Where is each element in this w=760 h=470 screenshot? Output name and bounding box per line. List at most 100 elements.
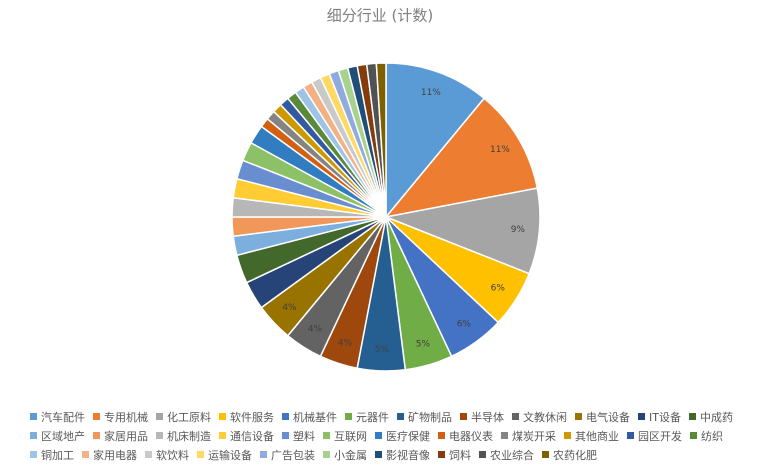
legend-label: 广告包装 [271, 448, 315, 462]
legend-label: 影视音像 [386, 448, 430, 462]
pie-slice [384, 97, 539, 219]
legend-swatch [575, 413, 582, 420]
legend-item: 其他商业 [564, 427, 619, 444]
legend-swatch [542, 451, 549, 458]
legend-item: 互联网 [323, 427, 367, 444]
legend-swatch [438, 432, 445, 439]
legend-item: 区域地产 [30, 427, 85, 444]
legend-swatch [375, 451, 382, 458]
legend-swatch [638, 413, 645, 420]
data-label: 6% [491, 283, 506, 293]
legend-item: 运输设备 [197, 446, 252, 463]
legend-label: IT设备 [649, 410, 681, 424]
legend-label: 医疗保健 [386, 429, 430, 443]
legend-label: 农业综合 [490, 448, 534, 462]
legend-label: 文教休闲 [523, 410, 567, 424]
legend-label: 元器件 [356, 410, 389, 424]
legend-item: 农药化肥 [542, 446, 597, 463]
legend-label: 通信设备 [230, 429, 274, 443]
legend-label: 汽车配件 [41, 410, 85, 424]
legend-label: 机械基件 [293, 410, 337, 424]
legend-swatch [690, 432, 697, 439]
legend-label: 铜加工 [41, 448, 74, 462]
legend-item: 医疗保健 [375, 427, 430, 444]
legend-item: 纺织 [690, 427, 723, 444]
legend-item: 矿物制品 [397, 408, 452, 425]
legend-item: 半导体 [460, 408, 504, 425]
legend-item: 广告包装 [260, 446, 315, 463]
legend-swatch [479, 451, 486, 458]
data-label: 6% [457, 320, 472, 330]
legend-item: 煤炭开采 [501, 427, 556, 444]
legend-item: 化工原料 [156, 408, 211, 425]
legend-swatch [397, 413, 404, 420]
data-label: 4% [308, 324, 323, 334]
legend-swatch [688, 413, 696, 420]
legend-label: 塑料 [293, 429, 315, 443]
legend: 汽车配件 专用机械 化工原料 软件服务 机械基件 元器件 矿物制品 半导体 文教休闲 电气设备 IT… [30, 408, 740, 463]
legend-label: 煤炭开采 [512, 429, 556, 443]
legend-label: 运输设备 [208, 448, 252, 462]
legend-label: 其他商业 [575, 429, 619, 443]
legend-item: 机床制造 [156, 427, 211, 444]
legend-swatch [460, 413, 467, 420]
legend-item: 中成药 [688, 408, 733, 425]
legend-swatch [501, 432, 508, 439]
chart-title: 细分行业 (计数) [327, 7, 433, 25]
legend-label: 互联网 [334, 429, 367, 443]
pie-slice [375, 62, 387, 218]
legend-item: 通信设备 [219, 427, 274, 444]
legend-swatch [564, 432, 571, 439]
legend-label: 饲料 [449, 448, 471, 462]
legend-item: 农业综合 [479, 446, 534, 463]
legend-label: 机床制造 [167, 429, 211, 443]
legend-swatch [345, 413, 352, 420]
legend-item: 元器件 [345, 408, 389, 425]
legend-item: 汽车配件 [30, 408, 85, 425]
legend-label: 区域地产 [41, 429, 85, 443]
legend-swatch [93, 432, 100, 439]
legend-swatch [323, 451, 330, 458]
legend-label: 矿物制品 [408, 410, 452, 424]
legend-swatch [282, 432, 289, 439]
legend-swatch [145, 451, 152, 458]
legend-item: 软件服务 [219, 408, 274, 425]
legend-swatch [260, 451, 267, 458]
legend-label: 软饮料 [156, 448, 189, 462]
pie-slice [385, 62, 486, 220]
legend-swatch [93, 413, 100, 420]
legend-label: 软件服务 [230, 410, 274, 424]
legend-swatch [30, 413, 37, 420]
legend-item: 软饮料 [145, 446, 189, 463]
legend-item: 塑料 [282, 427, 315, 444]
legend-label: 中成药 [699, 410, 733, 424]
data-label: 11% [421, 88, 441, 98]
legend-swatch [197, 451, 204, 458]
legend-label: 园区开发 [638, 429, 682, 443]
legend-swatch [282, 413, 289, 420]
legend-label: 电气设备 [586, 410, 630, 424]
data-label: 4% [282, 303, 297, 313]
legend-item: 机械基件 [282, 408, 337, 425]
pie-slice [383, 187, 541, 275]
legend-item: 园区开发 [627, 427, 682, 444]
data-label: 9% [511, 225, 526, 235]
legend-item: 文教休闲 [512, 408, 567, 425]
legend-swatch [30, 432, 37, 439]
legend-label: 家用电器 [93, 448, 137, 462]
legend-label: 电器仪表 [449, 429, 493, 443]
legend-label: 家居用品 [104, 429, 148, 443]
legend-item: 专用机械 [93, 408, 148, 425]
legend-label: 农药化肥 [553, 448, 597, 462]
legend-item: 影视音像 [375, 446, 430, 463]
data-label: 5% [416, 340, 431, 350]
legend-label: 专用机械 [104, 410, 148, 424]
legend-label: 化工原料 [167, 410, 211, 424]
legend-swatch [627, 432, 634, 439]
legend-item: 电器仪表 [438, 427, 493, 444]
legend-swatch [323, 432, 330, 439]
legend-swatch [156, 432, 163, 439]
legend-item: 家用电器 [82, 446, 137, 463]
legend-item: 家居用品 [93, 427, 148, 444]
